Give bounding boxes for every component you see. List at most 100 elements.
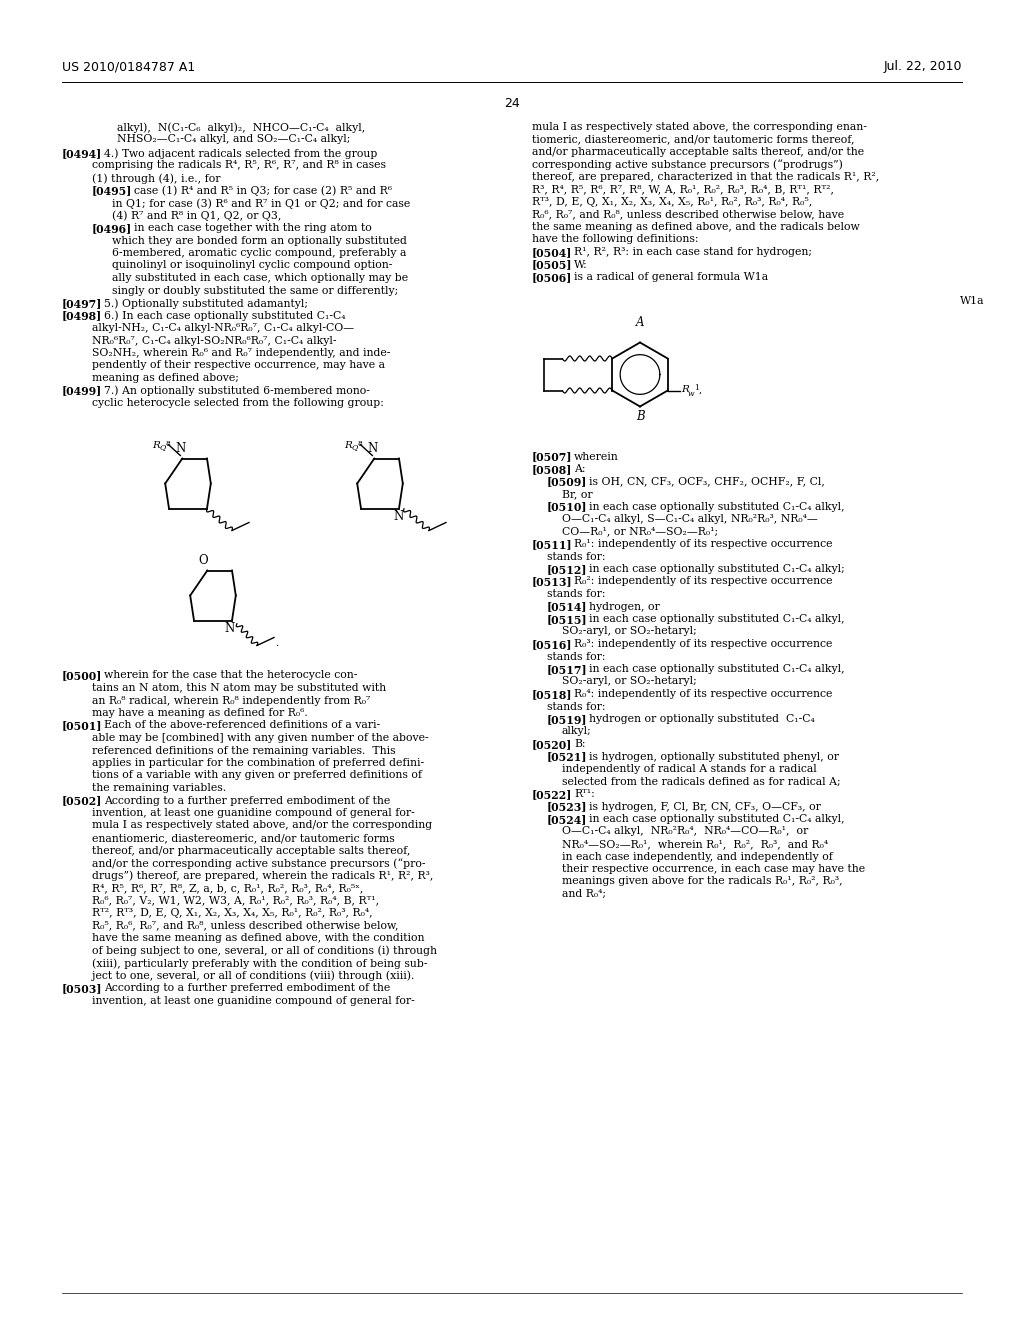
- Text: US 2010/0184787 A1: US 2010/0184787 A1: [62, 59, 196, 73]
- Text: According to a further preferred embodiment of the: According to a further preferred embodim…: [104, 983, 390, 993]
- Text: in each case optionally substituted C₁-C₄ alkyl,: in each case optionally substituted C₁-C…: [589, 502, 845, 511]
- Text: the same meaning as defined above, and the radicals below: the same meaning as defined above, and t…: [532, 222, 860, 232]
- Text: wherein: wherein: [574, 451, 618, 462]
- Text: R₀⁵, R₀⁶, R₀⁷, and R₀⁸, unless described otherwise below,: R₀⁵, R₀⁶, R₀⁷, and R₀⁸, unless described…: [92, 920, 398, 931]
- Text: ,: ,: [698, 385, 701, 395]
- Text: [0514]: [0514]: [547, 602, 588, 612]
- Text: According to a further preferred embodiment of the: According to a further preferred embodim…: [104, 796, 390, 805]
- Text: O: O: [199, 554, 208, 568]
- Text: [0523]: [0523]: [547, 801, 588, 813]
- Text: Rᵀ³, D, E, Q, X₁, X₂, X₃, X₄, X₅, R₀¹, R₀², R₀³, R₀⁴, R₀⁵,: Rᵀ³, D, E, Q, X₁, X₂, X₃, X₄, X₅, R₀¹, R…: [532, 197, 812, 207]
- Text: W1a: W1a: [959, 297, 984, 306]
- Text: cyclic heterocycle selected from the following group:: cyclic heterocycle selected from the fol…: [92, 399, 384, 408]
- Text: [0511]: [0511]: [532, 539, 572, 550]
- Text: thereof, are prepared, characterized in that the radicals R¹, R²,: thereof, are prepared, characterized in …: [532, 172, 880, 182]
- Text: wherein for the case that the heterocycle con-: wherein for the case that the heterocycl…: [104, 671, 357, 681]
- Text: stands for:: stands for:: [547, 652, 605, 661]
- Text: W:: W:: [574, 260, 588, 269]
- Text: A:: A:: [574, 465, 586, 474]
- Text: [0497]: [0497]: [62, 298, 102, 309]
- Text: SO₂NH₂, wherein R₀⁶ and R₀⁷ independently, and inde-: SO₂NH₂, wherein R₀⁶ and R₀⁷ independentl…: [92, 348, 390, 358]
- Text: [0510]: [0510]: [547, 502, 588, 512]
- Text: tions of a variable with any given or preferred definitions of: tions of a variable with any given or pr…: [92, 771, 422, 780]
- Text: A: A: [636, 315, 644, 329]
- Text: [0508]: [0508]: [532, 465, 572, 475]
- Text: 4.) Two adjacent radicals selected from the group: 4.) Two adjacent radicals selected from …: [104, 148, 378, 158]
- Text: O—C₁-C₄ alkyl,  NR₀²R₀⁴,  NR₀⁴—CO—R₀¹,  or: O—C₁-C₄ alkyl, NR₀²R₀⁴, NR₀⁴—CO—R₀¹, or: [562, 826, 808, 837]
- Text: meanings given above for the radicals R₀¹, R₀², R₀³,: meanings given above for the radicals R₀…: [562, 876, 843, 887]
- Text: ally substituted in each case, which optionally may be: ally substituted in each case, which opt…: [112, 273, 409, 282]
- Text: and/or the corresponding active substance precursors (“pro-: and/or the corresponding active substanc…: [92, 858, 426, 869]
- Text: corresponding active substance precursors (“prodrugs”): corresponding active substance precursor…: [532, 160, 843, 170]
- Text: their respective occurrence, in each case may have the: their respective occurrence, in each cas…: [562, 865, 865, 874]
- Text: [0503]: [0503]: [62, 983, 102, 994]
- Text: which they are bonded form an optionally substituted: which they are bonded form an optionally…: [112, 235, 407, 246]
- Text: [0509]: [0509]: [547, 477, 588, 487]
- Text: in each case independently, and independently of: in each case independently, and independ…: [562, 851, 833, 862]
- Text: 1: 1: [693, 384, 698, 392]
- Text: drugs”) thereof, are prepared, wherein the radicals R¹, R², R³,: drugs”) thereof, are prepared, wherein t…: [92, 870, 433, 880]
- Text: Jul. 22, 2010: Jul. 22, 2010: [884, 59, 962, 73]
- Text: alkyl;: alkyl;: [562, 726, 592, 737]
- Text: [0518]: [0518]: [532, 689, 572, 700]
- Text: have the same meaning as defined above, with the condition: have the same meaning as defined above, …: [92, 933, 425, 942]
- Text: Q: Q: [160, 444, 166, 451]
- Text: stands for:: stands for:: [547, 552, 605, 561]
- Text: in each case optionally substituted C₁-C₄ alkyl,: in each case optionally substituted C₁-C…: [589, 664, 845, 675]
- Text: N: N: [175, 442, 185, 455]
- Text: R: R: [153, 441, 160, 450]
- Text: (1) through (4), i.e., for: (1) through (4), i.e., for: [92, 173, 220, 183]
- Text: is a radical of general formula W1a: is a radical of general formula W1a: [574, 272, 768, 282]
- Text: in each case optionally substituted C₁-C₄ alkyl,: in each case optionally substituted C₁-C…: [589, 614, 845, 624]
- Text: is OH, CN, CF₃, OCF₃, CHF₂, OCHF₂, F, Cl,: is OH, CN, CF₃, OCF₃, CHF₂, OCHF₂, F, Cl…: [589, 477, 825, 487]
- Text: [0519]: [0519]: [547, 714, 588, 725]
- Text: Br, or: Br, or: [562, 488, 593, 499]
- Text: 6-membered, aromatic cyclic compound, preferably a: 6-membered, aromatic cyclic compound, pr…: [112, 248, 407, 257]
- Text: [0516]: [0516]: [532, 639, 572, 649]
- Text: 5.) Optionally substituted adamantyl;: 5.) Optionally substituted adamantyl;: [104, 298, 308, 309]
- Text: R¹, R², R³: in each case stand for hydrogen;: R¹, R², R³: in each case stand for hydro…: [574, 247, 812, 257]
- Text: R₀²: independently of its respective occurrence: R₀²: independently of its respective occ…: [574, 577, 833, 586]
- Text: R₀⁶, R₀⁷, V₂, W1, W2, W3, A, R₀¹, R₀², R₀³, R₀⁴, B, Rᵀ¹,: R₀⁶, R₀⁷, V₂, W1, W2, W3, A, R₀¹, R₀², R…: [92, 895, 379, 906]
- Text: Each of the above-referenced definitions of a vari-: Each of the above-referenced definitions…: [104, 721, 380, 730]
- Text: B:: B:: [574, 739, 586, 748]
- Text: N: N: [368, 442, 378, 455]
- Text: R: R: [344, 441, 352, 450]
- Text: alkyl-NH₂, C₁-C₄ alkyl-NR₀⁶R₀⁷, C₁-C₄ alkyl-CO—: alkyl-NH₂, C₁-C₄ alkyl-NR₀⁶R₀⁷, C₁-C₄ al…: [92, 323, 354, 333]
- Text: [0502]: [0502]: [62, 796, 102, 807]
- Text: NHSO₂—C₁-C₄ alkyl, and SO₂—C₁-C₄ alkyl;: NHSO₂—C₁-C₄ alkyl, and SO₂—C₁-C₄ alkyl;: [117, 135, 350, 144]
- Text: R₀³: independently of its respective occurrence: R₀³: independently of its respective occ…: [574, 639, 833, 649]
- Text: [0499]: [0499]: [62, 385, 102, 396]
- Text: tains an N atom, this N atom may be substituted with: tains an N atom, this N atom may be subs…: [92, 682, 386, 693]
- Text: [0512]: [0512]: [547, 564, 588, 576]
- Text: [0506]: [0506]: [532, 272, 572, 282]
- Text: mula I as respectively stated above, the corresponding enan-: mula I as respectively stated above, the…: [532, 121, 867, 132]
- Text: of being subject to one, several, or all of conditions (i) through: of being subject to one, several, or all…: [92, 945, 437, 956]
- Text: 6.) In each case optionally substituted C₁-C₄: 6.) In each case optionally substituted …: [104, 310, 345, 321]
- Text: quinolinyl or isoquinolinyl cyclic compound option-: quinolinyl or isoquinolinyl cyclic compo…: [112, 260, 392, 271]
- Text: B: B: [636, 411, 644, 424]
- Text: [0494]: [0494]: [62, 148, 102, 158]
- Text: [0521]: [0521]: [547, 751, 588, 763]
- Text: R⁴, R⁵, R⁶, R⁷, R⁸, Z, a, b, c, R₀¹, R₀², R₀³, R₀⁴, R₀⁵ˣ,: R⁴, R⁵, R⁶, R⁷, R⁸, Z, a, b, c, R₀¹, R₀²…: [92, 883, 364, 894]
- Text: invention, at least one guanidine compound of general for-: invention, at least one guanidine compou…: [92, 995, 415, 1006]
- Text: SO₂-aryl, or SO₂-hetaryl;: SO₂-aryl, or SO₂-hetaryl;: [562, 676, 696, 686]
- Text: [0522]: [0522]: [532, 789, 572, 800]
- Text: invention, at least one guanidine compound of general for-: invention, at least one guanidine compou…: [92, 808, 415, 818]
- Text: NR₀⁴—SO₂—R₀¹,  wherein R₀¹,  R₀²,  R₀³,  and R₀⁴: NR₀⁴—SO₂—R₀¹, wherein R₀¹, R₀², R₀³, and…: [562, 840, 828, 849]
- Text: (xiii), particularly preferably with the condition of being sub-: (xiii), particularly preferably with the…: [92, 958, 427, 969]
- Text: [0505]: [0505]: [532, 260, 572, 271]
- Text: pendently of their respective occurrence, may have a: pendently of their respective occurrence…: [92, 360, 385, 371]
- Text: [0495]: [0495]: [92, 186, 132, 197]
- Text: 8: 8: [357, 440, 362, 447]
- Text: SO₂-aryl, or SO₂-hetaryl;: SO₂-aryl, or SO₂-hetaryl;: [562, 627, 696, 636]
- Text: (4) R⁷ and R⁸ in Q1, Q2, or Q3,: (4) R⁷ and R⁸ in Q1, Q2, or Q3,: [112, 210, 282, 220]
- Text: R₀⁴: independently of its respective occurrence: R₀⁴: independently of its respective occ…: [574, 689, 833, 700]
- Text: [0515]: [0515]: [547, 614, 588, 624]
- Text: [0501]: [0501]: [62, 721, 102, 731]
- Text: NR₀⁶R₀⁷, C₁-C₄ alkyl-SO₂NR₀⁶R₀⁷, C₁-C₄ alkyl-: NR₀⁶R₀⁷, C₁-C₄ alkyl-SO₂NR₀⁶R₀⁷, C₁-C₄ a…: [92, 335, 337, 346]
- Text: [0498]: [0498]: [62, 310, 102, 322]
- Text: R₀¹: independently of its respective occurrence: R₀¹: independently of its respective occ…: [574, 539, 833, 549]
- Text: [0520]: [0520]: [532, 739, 572, 750]
- Text: 8: 8: [165, 440, 170, 447]
